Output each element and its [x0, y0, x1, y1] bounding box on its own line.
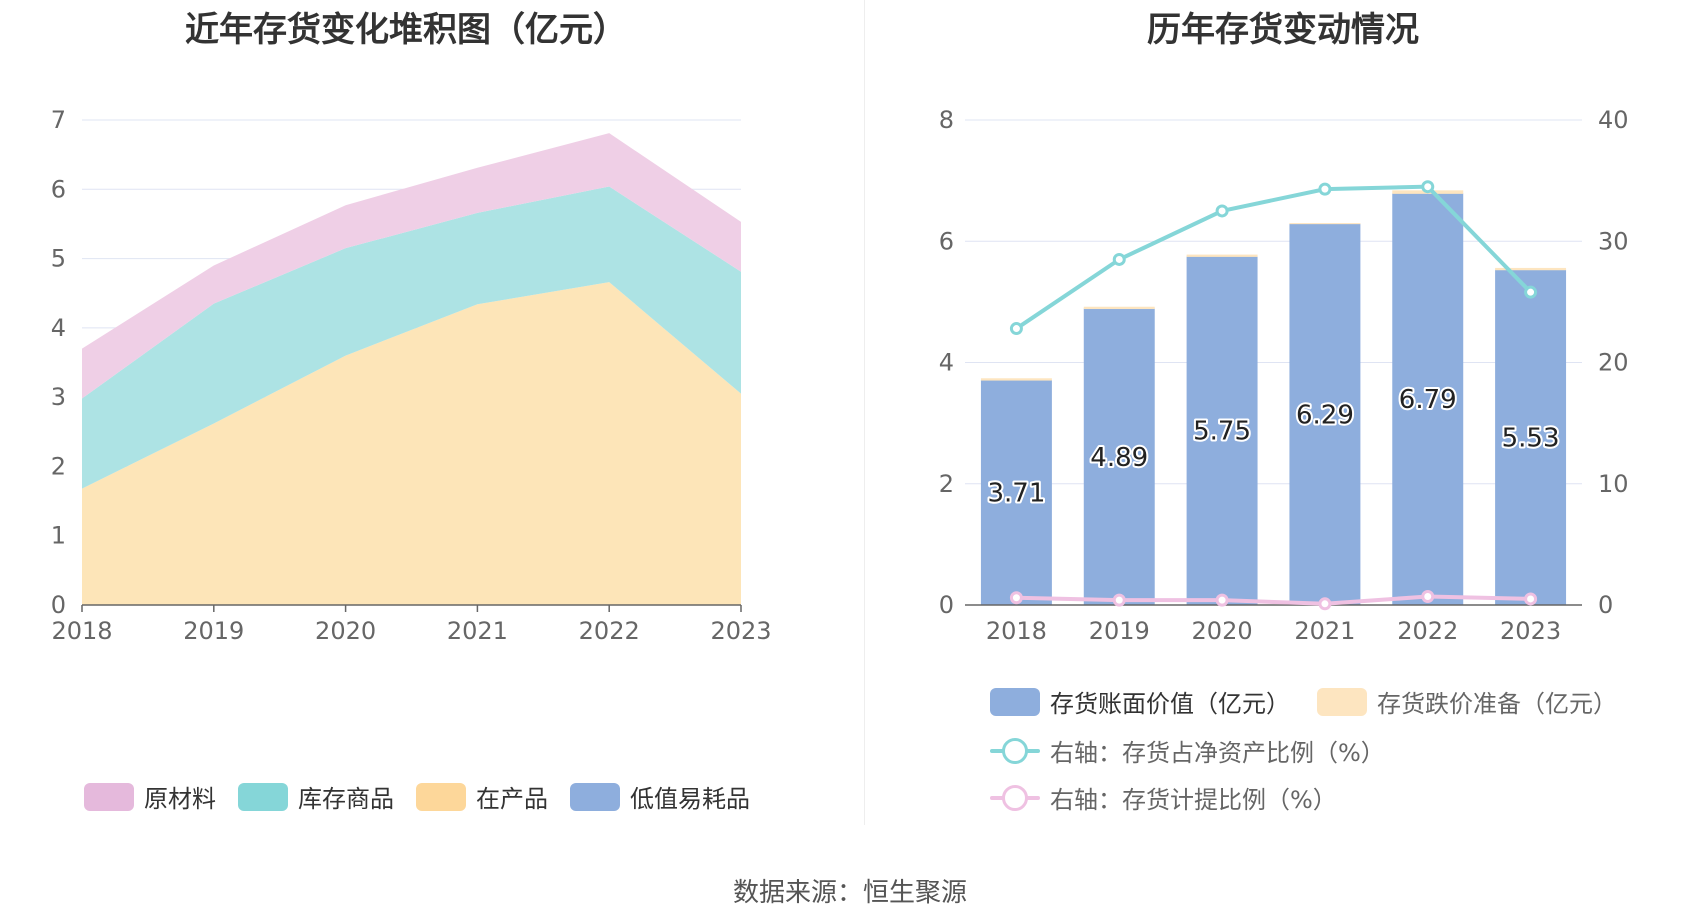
bar-book-value — [1495, 269, 1567, 605]
left-y-tick-label: 1 — [51, 522, 66, 550]
right-x-tick-label: 2022 — [1397, 617, 1458, 645]
line-point — [1215, 593, 1229, 607]
legend-swatch — [1317, 687, 1367, 716]
bar-book-value — [980, 380, 1052, 605]
right-y2-tick-label: 30 — [1598, 227, 1629, 255]
bar-impairment-reserve — [980, 378, 1052, 381]
legend-finished-goods[interactable]: 库存商品 — [238, 779, 394, 814]
bar-book-value — [1186, 256, 1258, 605]
bar-impairment-reserve — [1495, 267, 1567, 271]
right-x-tick-label: 2021 — [1294, 617, 1355, 645]
right-y-tick-label: 2 — [939, 470, 954, 498]
right-x-tick-label: 2020 — [1192, 617, 1253, 645]
right-y-tick-label: 8 — [939, 106, 954, 134]
left-x-tick-label: 2022 — [579, 617, 640, 645]
right-x-tick-label: 2018 — [986, 617, 1047, 645]
line-series-右轴：存货计提比例（%） — [1016, 594, 1531, 606]
bar-book-value — [1289, 223, 1361, 605]
bar-data-label: 3.71 — [987, 479, 1045, 509]
right-y-tick-label: 0 — [939, 591, 954, 619]
area-series-库存商品 — [82, 186, 741, 489]
line-point — [1215, 204, 1229, 218]
bar-book-value — [1083, 308, 1155, 605]
right-y-tick-label: 6 — [939, 227, 954, 255]
bar-data-label: 5.75 — [1193, 417, 1251, 447]
line-series-右轴：存货占净资产比例（%） — [1015, 184, 1533, 331]
legend-label: 原材料 — [144, 785, 216, 813]
left-y-tick-label: 3 — [51, 383, 66, 411]
right-chart-title: 历年存货变动情况 — [1147, 10, 1419, 50]
line-point — [1524, 285, 1538, 299]
legend-swatch — [238, 782, 288, 811]
line-point — [1318, 597, 1332, 611]
left-chart-title: 近年存货变化堆积图（亿元） — [185, 10, 627, 50]
legend-line-marker — [990, 737, 1040, 765]
left-x-tick-label: 2020 — [315, 617, 376, 645]
legend-label: 存货账面价值（亿元） — [1050, 690, 1290, 718]
legend-swatch — [570, 782, 620, 811]
left-x-tick-label: 2018 — [51, 617, 112, 645]
left-x-tick-label: 2023 — [710, 617, 771, 645]
bar-data-label: 4.89 — [1090, 443, 1148, 473]
bar-impairment-reserve — [1083, 306, 1155, 310]
bar-impairment-reserve — [1186, 254, 1258, 257]
line-point — [1421, 590, 1435, 604]
line-point — [1318, 182, 1332, 196]
legend-line-marker — [990, 784, 1040, 812]
left-y-tick-label: 2 — [51, 452, 66, 480]
left-y-tick-label: 6 — [51, 175, 66, 203]
legend-inventory-to-net-assets[interactable]: 右轴：存货占净资产比例（%） — [990, 733, 1385, 768]
right-y2-tick-label: 40 — [1598, 106, 1629, 134]
left-y-tick-label: 7 — [51, 106, 66, 134]
legend-label: 存货跌价准备（亿元） — [1377, 690, 1617, 718]
right-x-tick-label: 2019 — [1089, 617, 1150, 645]
area-series-原材料 — [82, 133, 741, 399]
right-y-tick-label: 4 — [939, 349, 954, 377]
legend-low-value-consumables[interactable]: 低值易耗品 — [570, 779, 750, 814]
area-series-在产品 — [82, 282, 741, 605]
legend-raw-materials[interactable]: 原材料 — [84, 779, 216, 814]
legend-label: 低值易耗品 — [630, 785, 750, 813]
legend-work-in-progress[interactable]: 在产品 — [416, 779, 548, 814]
bar-impairment-reserve — [1289, 223, 1361, 225]
left-y-tick-label: 4 — [51, 314, 66, 342]
left-x-tick-label: 2019 — [183, 617, 244, 645]
right-x-tick-label: 2023 — [1500, 617, 1561, 645]
bar-book-value — [1392, 193, 1464, 605]
line-point — [1009, 322, 1023, 336]
right-y2-tick-label: 0 — [1598, 591, 1613, 619]
line-point — [1112, 252, 1126, 266]
legend-swatch — [990, 687, 1040, 716]
bar-data-label: 6.29 — [1296, 400, 1354, 430]
right-y2-tick-label: 20 — [1598, 349, 1629, 377]
legend-label: 库存商品 — [298, 785, 394, 813]
right-y2-tick-label: 10 — [1598, 470, 1629, 498]
line-point — [1112, 593, 1126, 607]
legend-swatch — [416, 782, 466, 811]
legend-provision-ratio[interactable]: 右轴：存货计提比例（%） — [990, 780, 1337, 815]
bar-data-label: 5.53 — [1502, 423, 1560, 453]
chart-divider — [864, 0, 865, 825]
bar-data-label: 6.79 — [1399, 385, 1457, 415]
left-y-tick-label: 5 — [51, 245, 66, 273]
legend-swatch — [84, 782, 134, 811]
legend-impairment-reserve[interactable]: 存货跌价准备（亿元） — [1317, 684, 1617, 719]
legend-label: 右轴：存货计提比例（%） — [1050, 786, 1337, 814]
legend-label: 在产品 — [476, 785, 548, 813]
line-point — [1009, 591, 1023, 605]
legend-book-value[interactable]: 存货账面价值（亿元） — [990, 684, 1290, 719]
line-point — [1421, 180, 1435, 194]
left-y-tick-label: 0 — [51, 591, 66, 619]
data-source: 数据来源：恒生聚源 — [732, 878, 967, 908]
legend-label: 右轴：存货占净资产比例（%） — [1050, 739, 1385, 767]
left-x-tick-label: 2021 — [447, 617, 508, 645]
line-point — [1524, 592, 1538, 606]
